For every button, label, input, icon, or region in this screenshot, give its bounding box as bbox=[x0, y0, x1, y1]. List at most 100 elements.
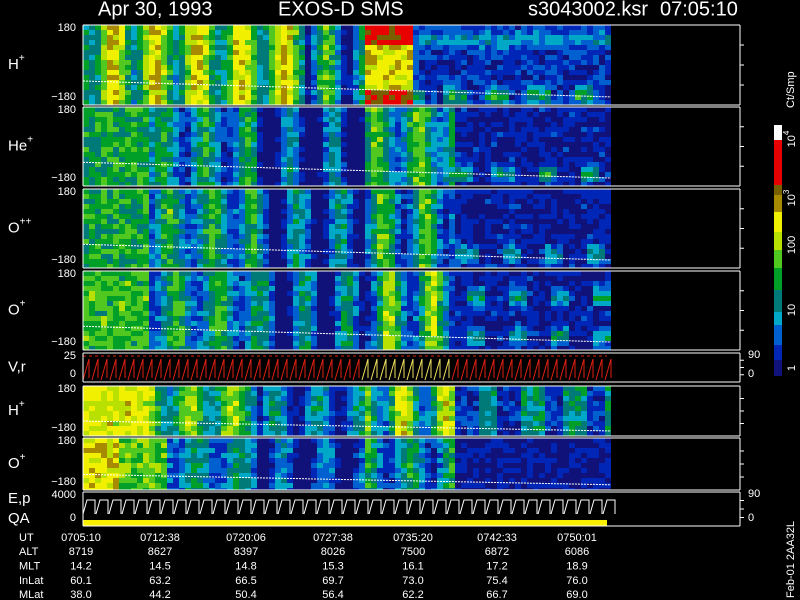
spectrogram-cell bbox=[113, 224, 119, 229]
spectrogram-cell bbox=[347, 85, 353, 90]
spectrogram-cell bbox=[305, 137, 311, 142]
spectrogram-cell bbox=[533, 189, 539, 194]
spectrogram-cell bbox=[263, 276, 269, 281]
spectrogram-cell bbox=[299, 244, 305, 249]
spectrogram-cell bbox=[515, 95, 521, 100]
spectrogram-cell bbox=[287, 167, 293, 172]
side-note: Feb-01 2AA32L bbox=[785, 521, 797, 598]
spectrogram-cell bbox=[101, 336, 107, 341]
spectrogram-cell bbox=[227, 189, 233, 194]
spectrogram-cell bbox=[539, 157, 545, 162]
spectrogram-cell bbox=[299, 80, 305, 85]
spectrogram-cell bbox=[563, 214, 569, 219]
spectrogram-cell bbox=[371, 249, 377, 254]
spectrogram-cell bbox=[245, 65, 251, 70]
spectrogram-cell bbox=[401, 112, 407, 117]
spectrogram-cell bbox=[527, 132, 533, 137]
spectrogram-cell bbox=[113, 142, 119, 147]
spectrogram-cell bbox=[185, 244, 191, 249]
spectrogram-cell bbox=[137, 194, 143, 199]
spectrogram-cell bbox=[227, 172, 233, 177]
spectrogram-cell bbox=[563, 172, 569, 177]
spectrogram-cell bbox=[425, 199, 431, 204]
spectrogram-cell bbox=[449, 229, 455, 234]
spectrogram-cell bbox=[431, 152, 437, 157]
spectrogram-cell bbox=[83, 127, 89, 132]
spectrogram-cell bbox=[215, 112, 221, 117]
spectrogram-cell bbox=[263, 50, 269, 55]
file-name: s3043002.ksr bbox=[528, 0, 648, 20]
spectrogram-cell bbox=[233, 214, 239, 219]
spectrogram-cell bbox=[557, 172, 563, 177]
spectrogram-cell bbox=[137, 341, 143, 346]
spectrogram-cell bbox=[503, 152, 509, 157]
spectrogram-cell bbox=[143, 336, 149, 341]
spectrogram-cell bbox=[407, 100, 413, 105]
spectrogram-cell bbox=[149, 341, 155, 346]
spectrogram-cell bbox=[113, 90, 119, 95]
spectrogram-cell bbox=[551, 167, 557, 172]
spectrogram-cell bbox=[521, 85, 527, 90]
spectrogram-cell bbox=[449, 249, 455, 254]
spectrogram-cell bbox=[257, 291, 263, 296]
spectrogram-cell bbox=[119, 301, 125, 306]
spectrogram-cell bbox=[593, 65, 599, 70]
spectrogram-cell bbox=[257, 306, 263, 311]
spectrogram-cell bbox=[377, 137, 383, 142]
spectrogram-cell bbox=[161, 25, 167, 30]
spectrogram-cell bbox=[257, 229, 263, 234]
spectrogram-cell bbox=[251, 127, 257, 132]
spectrogram-cell bbox=[335, 172, 341, 177]
spectrogram-cell bbox=[233, 35, 239, 40]
spectrogram-cell bbox=[281, 239, 287, 244]
spectrogram-cell bbox=[275, 189, 281, 194]
spectrogram-cell bbox=[335, 95, 341, 100]
spectrogram-cell bbox=[263, 25, 269, 30]
spectrogram-cell bbox=[509, 80, 515, 85]
spectrogram-cell bbox=[449, 189, 455, 194]
spectrogram-cell bbox=[587, 50, 593, 55]
spectrogram-cell bbox=[161, 254, 167, 259]
spectrogram-cell bbox=[359, 55, 365, 60]
spectrogram-cell bbox=[521, 214, 527, 219]
spectrogram-cell bbox=[131, 132, 137, 137]
spectrogram-cell bbox=[83, 100, 89, 105]
spectrogram-cell bbox=[125, 189, 131, 194]
spectrogram-cell bbox=[539, 172, 545, 177]
spectrogram-cell bbox=[323, 107, 329, 112]
spectrogram-cell bbox=[509, 30, 515, 35]
spectrogram-cell bbox=[443, 249, 449, 254]
spectrogram-cell bbox=[413, 30, 419, 35]
spectrogram-cell bbox=[197, 75, 203, 80]
spectrogram-cell bbox=[215, 147, 221, 152]
spectrogram-cell bbox=[167, 50, 173, 55]
spectrogram-cell bbox=[125, 346, 131, 350]
spectrogram-cell bbox=[329, 127, 335, 132]
spectrogram-cell bbox=[257, 264, 263, 268]
spectrogram-cell bbox=[227, 152, 233, 157]
spectrogram-cell bbox=[215, 286, 221, 291]
spectrogram-cell bbox=[239, 264, 245, 268]
spectrogram-cell bbox=[539, 194, 545, 199]
spectrogram-cell bbox=[299, 346, 305, 350]
spectrogram-cell bbox=[191, 316, 197, 321]
spectrogram-cell bbox=[335, 271, 341, 276]
spectrogram-cell bbox=[431, 244, 437, 249]
spectrogram-cell bbox=[125, 229, 131, 234]
spectrogram-cell bbox=[173, 90, 179, 95]
spectrogram-cell bbox=[419, 147, 425, 152]
spectrogram-cell bbox=[149, 45, 155, 50]
spectrogram-cell bbox=[89, 209, 95, 214]
spectrogram-cell bbox=[407, 95, 413, 100]
spectrogram-cell bbox=[155, 306, 161, 311]
spectrogram-cell bbox=[143, 75, 149, 80]
spectrogram-cell bbox=[209, 157, 215, 162]
spectrogram-cell bbox=[347, 271, 353, 276]
spectrogram-cell bbox=[479, 50, 485, 55]
spectrogram-cell bbox=[527, 70, 533, 75]
spectrogram-cell bbox=[407, 182, 413, 186]
spectrogram-cell bbox=[269, 107, 275, 112]
spectrogram-cell bbox=[395, 127, 401, 132]
spectrogram-cell bbox=[113, 234, 119, 239]
spectrogram-cell bbox=[113, 50, 119, 55]
